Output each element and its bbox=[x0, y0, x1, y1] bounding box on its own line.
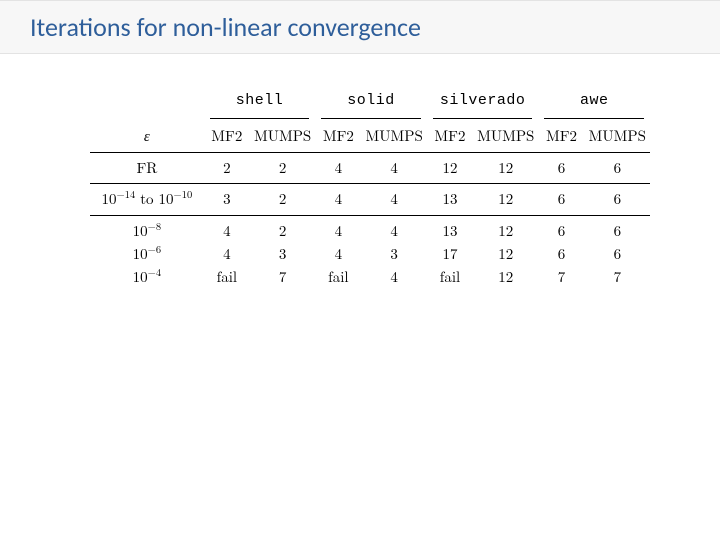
table-group-header: shell solid silverado awe bbox=[90, 90, 650, 113]
cell: 2 bbox=[204, 157, 250, 180]
row-label: 10−6 bbox=[90, 243, 204, 266]
cell: 2 bbox=[250, 220, 315, 243]
cell: 6 bbox=[585, 220, 650, 243]
table-row: 10−6 4 3 4 3 17 12 6 6 bbox=[90, 243, 650, 266]
cell: 13 bbox=[427, 188, 473, 211]
cell: 4 bbox=[362, 266, 427, 289]
cell: 6 bbox=[585, 188, 650, 211]
row-label: FR bbox=[90, 157, 204, 180]
cell: 4 bbox=[204, 220, 250, 243]
row-label: 10−4 bbox=[90, 266, 204, 289]
cell: 6 bbox=[585, 243, 650, 266]
cell: 4 bbox=[362, 157, 427, 180]
cell: 4 bbox=[362, 188, 427, 211]
cell: 3 bbox=[204, 188, 250, 211]
cell: 2 bbox=[250, 157, 315, 180]
subcol-header: MUMPS bbox=[362, 125, 427, 148]
subcol-header: MUMPS bbox=[585, 125, 650, 148]
iterations-table: shell solid silverado awe ε MF2 MUMPS MF… bbox=[90, 90, 650, 288]
cell: 7 bbox=[585, 266, 650, 289]
title-band: Iterations for non-linear convergence bbox=[0, 0, 720, 54]
cell: 6 bbox=[538, 220, 584, 243]
cell: 4 bbox=[315, 243, 361, 266]
group-header: awe bbox=[538, 90, 650, 113]
cell: 2 bbox=[250, 188, 315, 211]
cell: 4 bbox=[362, 220, 427, 243]
eps-header: ε bbox=[90, 125, 204, 148]
row-label: 10−8 bbox=[90, 220, 204, 243]
cell: 12 bbox=[473, 157, 538, 180]
cell: 3 bbox=[250, 243, 315, 266]
group-header: shell bbox=[204, 90, 316, 113]
cell: 6 bbox=[585, 157, 650, 180]
group-header: solid bbox=[315, 90, 427, 113]
cell: 4 bbox=[204, 243, 250, 266]
cell: fail bbox=[315, 266, 361, 289]
group-header: silverado bbox=[427, 90, 539, 113]
cell: 12 bbox=[473, 220, 538, 243]
subcol-header: MUMPS bbox=[473, 125, 538, 148]
slide-title: Iterations for non-linear convergence bbox=[30, 11, 421, 43]
table-row: 10−14 to 10−10 3 2 4 4 13 12 6 6 bbox=[90, 188, 650, 211]
cell: fail bbox=[427, 266, 473, 289]
cell: fail bbox=[204, 266, 250, 289]
subcol-header: MF2 bbox=[204, 125, 250, 148]
cell: 6 bbox=[538, 157, 584, 180]
subcol-header: MF2 bbox=[427, 125, 473, 148]
table-row: 10−8 4 2 4 4 13 12 6 6 bbox=[90, 220, 650, 243]
cell: 7 bbox=[538, 266, 584, 289]
cell: 4 bbox=[315, 188, 361, 211]
cell: 12 bbox=[473, 243, 538, 266]
table-subcol-header: ε MF2 MUMPS MF2 MUMPS MF2 MUMPS MF2 MUMP… bbox=[90, 125, 650, 148]
subcol-header: MUMPS bbox=[250, 125, 315, 148]
cell: 12 bbox=[473, 266, 538, 289]
cell: 4 bbox=[315, 220, 361, 243]
cell: 12 bbox=[473, 188, 538, 211]
cell: 13 bbox=[427, 220, 473, 243]
cell: 6 bbox=[538, 243, 584, 266]
table-row: 10−4 fail 7 fail 4 fail 12 7 7 bbox=[90, 266, 650, 289]
row-label: 10−14 to 10−10 bbox=[90, 188, 204, 211]
cell: 7 bbox=[250, 266, 315, 289]
cell: 12 bbox=[427, 157, 473, 180]
cell: 4 bbox=[315, 157, 361, 180]
cell: 3 bbox=[362, 243, 427, 266]
subcol-header: MF2 bbox=[315, 125, 361, 148]
cell: 6 bbox=[538, 188, 584, 211]
subcol-header: MF2 bbox=[538, 125, 584, 148]
slide: Iterations for non-linear convergence sh… bbox=[0, 0, 720, 540]
table-row: FR 2 2 4 4 12 12 6 6 bbox=[90, 157, 650, 180]
cell: 17 bbox=[427, 243, 473, 266]
